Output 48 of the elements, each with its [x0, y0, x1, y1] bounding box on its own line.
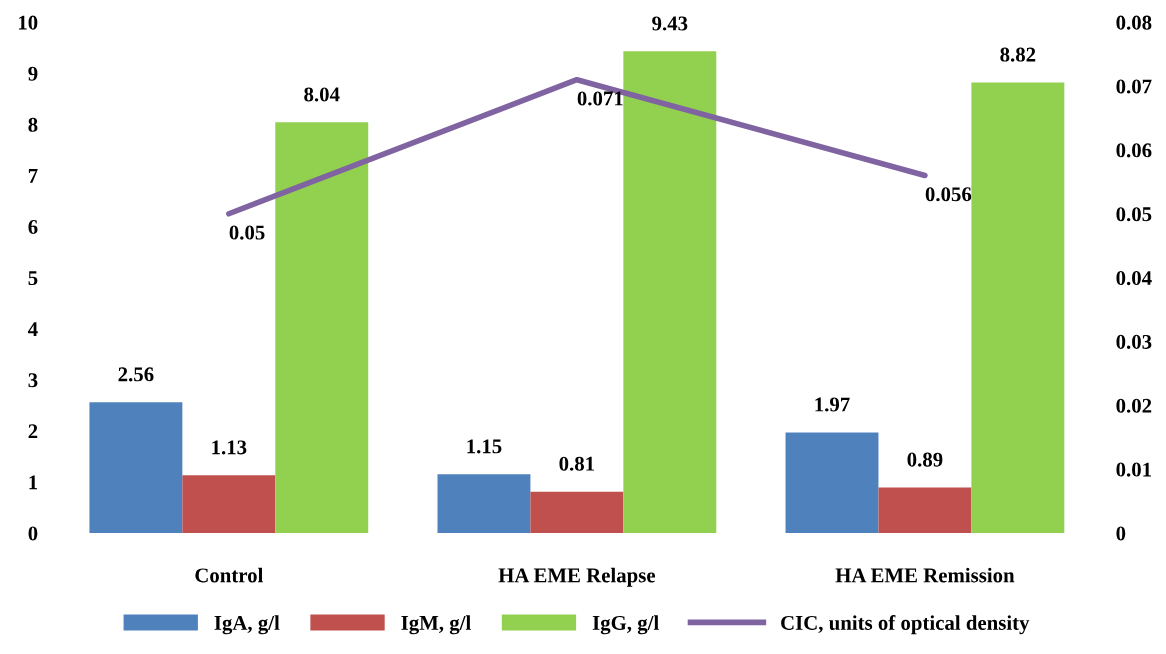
y2-tick-label: 0.02 [1116, 398, 1152, 413]
y-tick-label: 8 [28, 117, 38, 132]
data-label: 0.05 [229, 225, 265, 240]
bar [182, 475, 276, 534]
y-tick-label: 2 [28, 424, 38, 439]
bar [971, 82, 1065, 534]
y-tick-label: 1 [29, 475, 38, 490]
bar [878, 487, 972, 534]
data-label: 1.97 [815, 397, 850, 412]
y2-tick-label: 0.01 [1116, 462, 1151, 477]
y-tick-label: 6 [28, 219, 38, 234]
y-tick-label: 4 [28, 322, 38, 336]
legend-label: CIC, units of optical density [781, 615, 1030, 635]
data-label: 0.89 [907, 452, 943, 467]
y2-tick-label: 0.06 [1116, 143, 1152, 158]
data-label: 1.13 [212, 440, 247, 455]
data-label: 0.056 [925, 187, 972, 202]
data-label: 1.15 [467, 439, 502, 454]
bar [89, 402, 183, 534]
bar [530, 491, 624, 534]
bar [437, 474, 531, 534]
legend-label: IgG, g/l [592, 615, 659, 635]
x-tick-label: HA EME Relapse [498, 567, 656, 587]
data-label: 0.81 [559, 456, 595, 471]
y2-tick-label: 0.05 [1116, 207, 1152, 222]
y2-tick-label: 0.04 [1116, 271, 1152, 286]
y-tick-label: 7 [28, 169, 38, 183]
y2-tick-label: 0.03 [1116, 334, 1152, 349]
y-tick-label: 10 [18, 15, 38, 30]
bar [275, 122, 369, 534]
legend-label: IgA, g/l [214, 615, 280, 635]
y2-tick-label: 0 [1116, 526, 1126, 541]
data-label: 2.56 [118, 367, 154, 382]
bar [785, 432, 879, 534]
data-label: 9.43 [652, 16, 688, 31]
y-tick-label: 0 [28, 526, 38, 541]
y-tick-label: 9 [28, 66, 38, 81]
y-tick-label: 5 [28, 271, 38, 286]
x-tick-label: Control [195, 567, 264, 583]
legend-label: IgM, g/l [401, 615, 471, 635]
data-label: 8.04 [304, 87, 340, 102]
y-tick-label: 3 [28, 373, 38, 388]
data-label: 0.071 [577, 91, 623, 106]
x-tick-label: HA EME Remission [835, 567, 1015, 583]
data-label: 8.82 [1000, 47, 1036, 62]
y2-tick-label: 0.07 [1116, 79, 1152, 94]
y2-tick-label: 0.08 [1116, 15, 1152, 30]
bar [623, 51, 717, 534]
